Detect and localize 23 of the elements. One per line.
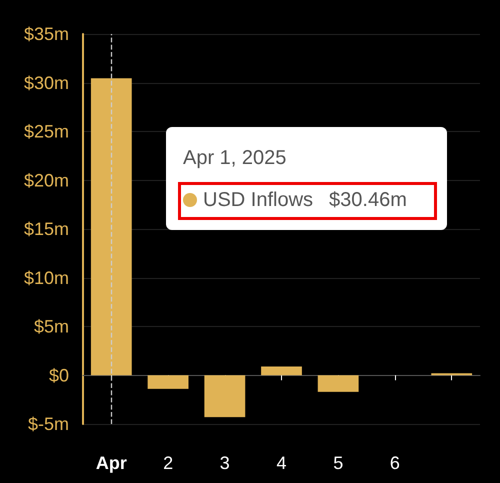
- x-tick-label: Apr: [96, 453, 127, 473]
- bar: [90, 78, 132, 376]
- y-tick-label: $10m: [24, 268, 69, 288]
- x-tick-label: 6: [390, 453, 400, 473]
- x-tick-label: 3: [220, 453, 230, 473]
- y-tick-label: $-5m: [28, 414, 69, 434]
- bar: [318, 375, 359, 392]
- x-tick-label: 4: [276, 453, 287, 473]
- y-tick-label: $5m: [34, 316, 69, 336]
- y-tick-label: $15m: [24, 219, 69, 239]
- annotation: $30.46m: [329, 188, 407, 212]
- legend-label: USD Inflows: [203, 188, 314, 212]
- y-tick-label: $25m: [24, 122, 69, 142]
- y-tick-label: $30m: [24, 72, 69, 93]
- y-tick-label: $20m: [24, 170, 69, 190]
- x-tick-label: 5: [333, 453, 344, 473]
- annotation: Apr 1, 2025: [183, 147, 288, 170]
- bar: [204, 375, 246, 418]
- y-tick-label: $35m: [24, 24, 69, 44]
- x-tick-label: 2: [163, 453, 174, 473]
- y-tick-label: $0: [48, 365, 69, 386]
- bar: [261, 366, 302, 376]
- bar: [148, 375, 188, 389]
